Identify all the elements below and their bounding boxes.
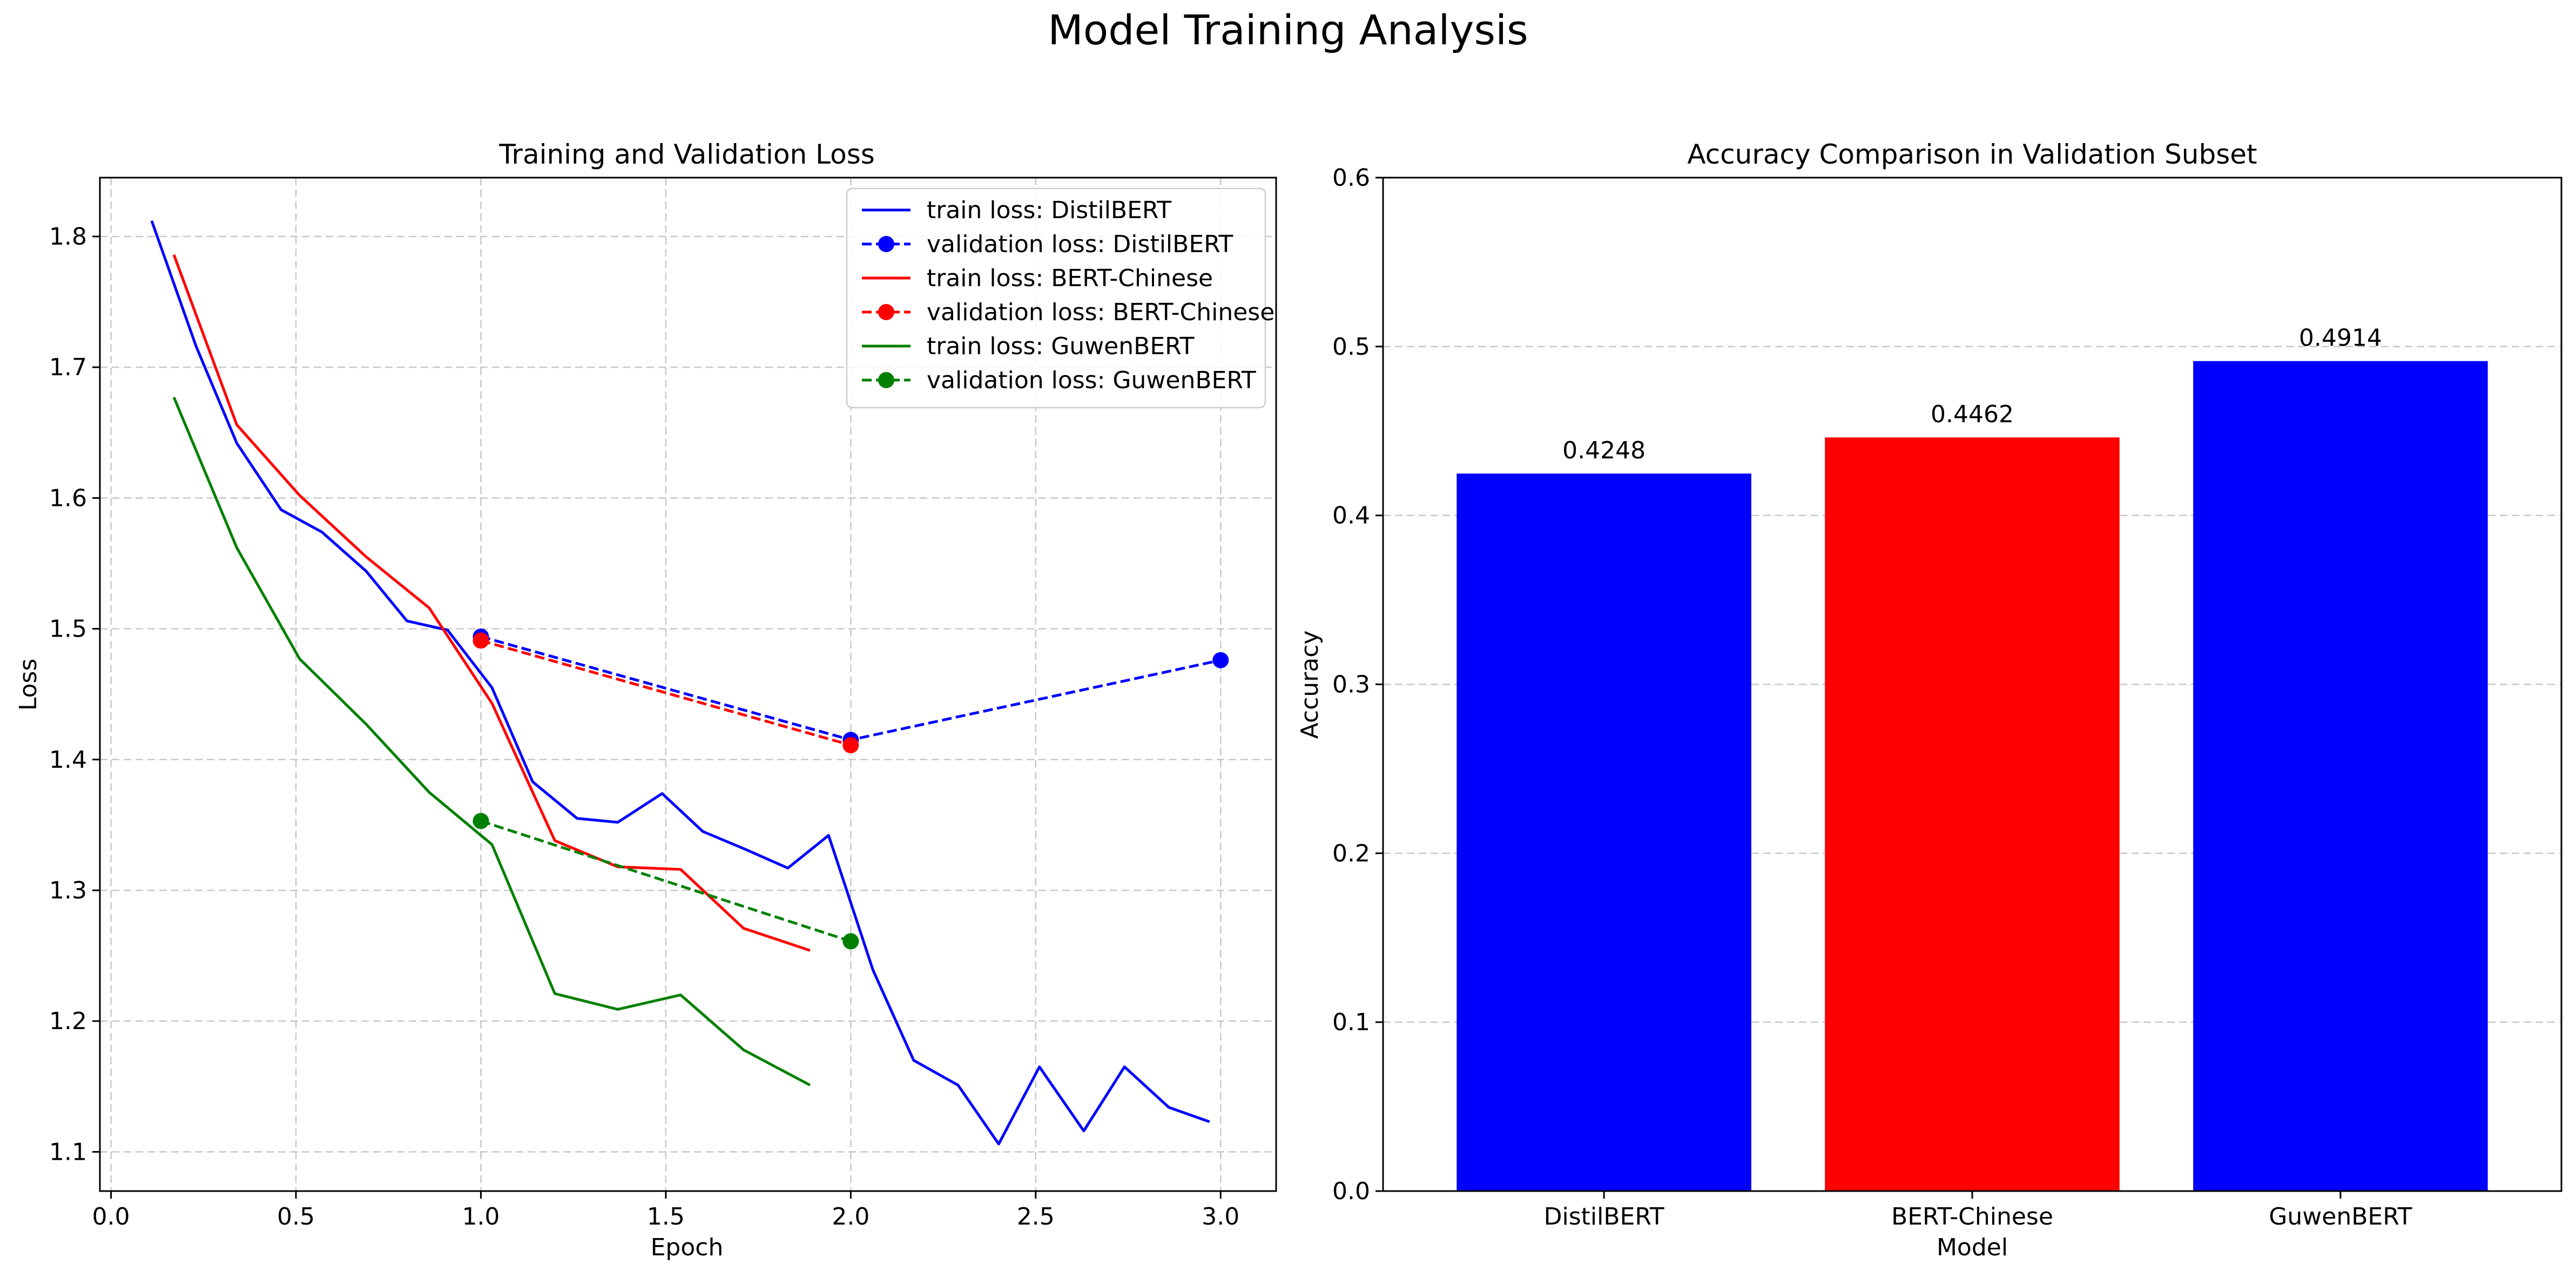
data-point-validation-loss-guwenbert (473, 813, 489, 829)
accuracy-chart-title: Accuracy Comparison in Validation Subset (1687, 139, 2257, 170)
accuracy-y-tick-label: 0.0 (1332, 1178, 1370, 1205)
loss-y-tick-label: 1.3 (49, 877, 87, 904)
series-line-validation-loss-bert-chinese (480, 639, 852, 747)
bar-value-label: 0.4462 (1931, 401, 2014, 428)
data-point-validation-loss-guwenbert (842, 933, 859, 950)
loss-x-tick-label: 2.0 (832, 1203, 869, 1230)
legend-entry-label: validation loss: GuwenBERT (927, 367, 1256, 394)
figure-title: Model Training Analysis (1048, 6, 1528, 54)
loss-x-tick-label: 1.5 (647, 1203, 685, 1230)
data-point-validation-loss-bert-chinese (473, 632, 489, 649)
accuracy-x-axis-ticks: DistilBERT BERT-Chinese GuwenBERT (1544, 1191, 2412, 1230)
loss-x-tick-label: 2.5 (1017, 1203, 1055, 1230)
bar-value-label: 0.4914 (2299, 324, 2382, 352)
loss-y-tick-label: 1.8 (49, 223, 87, 251)
accuracy-x-tick-label: BERT-Chinese (1891, 1203, 2053, 1230)
bar-value-label: 0.4248 (1562, 437, 1646, 464)
loss-y-axis-label: Loss (15, 659, 42, 711)
legend-marker (878, 304, 894, 320)
accuracy-y-tick-label: 0.5 (1332, 333, 1370, 361)
loss-y-tick-label: 1.7 (49, 354, 87, 381)
accuracy-chart: Accuracy Comparison in Validation Subset… (1296, 139, 2562, 1261)
loss-x-axis-ticks: 0.0 0.5 1.0 1.5 2.0 2.5 3.0 (92, 1191, 1239, 1230)
loss-x-tick-label: 3.0 (1202, 1203, 1239, 1230)
loss-x-tick-label: 0.0 (92, 1203, 130, 1230)
accuracy-y-tick-label: 0.2 (1332, 840, 1370, 867)
accuracy-bars: 0.4248 0.4462 0.4914 (1456, 324, 2488, 1191)
accuracy-y-axis-ticks: 0.0 0.1 0.2 0.3 0.4 0.5 0.6 (1332, 164, 1383, 1205)
accuracy-y-axis-label: Accuracy (1296, 631, 1324, 739)
loss-x-tick-label: 1.0 (462, 1203, 500, 1230)
series-line-train-loss-guwenbert (172, 396, 811, 1087)
loss-plot-frame (99, 177, 1277, 1192)
legend-entry-label: train loss: DistilBERT (927, 197, 1171, 224)
legend-entry-label: train loss: GuwenBERT (927, 333, 1194, 360)
loss-y-axis-ticks: 1.1 1.2 1.3 1.4 1.5 1.6 1.7 1.8 (49, 223, 100, 1166)
accuracy-x-tick-label: GuwenBERT (2269, 1203, 2412, 1230)
bar-distilbert (1456, 474, 1751, 1191)
accuracy-x-tick-label: DistilBERT (1544, 1203, 1664, 1230)
legend-entry-label: train loss: BERT-Chinese (927, 265, 1213, 292)
loss-y-tick-label: 1.6 (49, 484, 87, 512)
accuracy-x-axis-label: Model (1937, 1234, 2008, 1261)
bar-bert-chinese (1825, 437, 2120, 1191)
data-point-validation-loss-bert-chinese (842, 737, 859, 754)
legend-marker (878, 236, 894, 252)
loss-y-tick-label: 1.2 (49, 1007, 87, 1035)
accuracy-y-tick-label: 0.1 (1332, 1009, 1370, 1036)
loss-x-tick-label: 0.5 (277, 1203, 315, 1230)
series-line-train-loss-bert-chinese (172, 254, 811, 952)
legend-entry-label: validation loss: DistilBERT (927, 231, 1233, 258)
series-line-validation-loss-guwenbert (480, 820, 852, 943)
loss-y-tick-label: 1.4 (49, 746, 87, 774)
bar-guwenbert (2193, 361, 2488, 1191)
data-point-validation-loss-distilbert (1212, 652, 1229, 668)
loss-y-tick-label: 1.1 (49, 1138, 87, 1166)
legend-entry-label: validation loss: BERT-Chinese (927, 299, 1274, 326)
loss-legend: train loss: DistilBERT validation loss: D… (846, 187, 1274, 409)
legend-box (846, 187, 1266, 409)
loss-x-axis-label: Epoch (651, 1234, 724, 1261)
accuracy-y-tick-label: 0.3 (1332, 671, 1370, 699)
series-line-train-loss-distilbert (150, 220, 1210, 1146)
accuracy-y-tick-label: 0.4 (1332, 502, 1370, 530)
loss-chart: Training and Validation Loss 0.0 0.5 1.0 1.… (15, 139, 1277, 1261)
loss-series-lines (150, 220, 1229, 1146)
legend-marker (878, 372, 894, 388)
loss-y-tick-label: 1.5 (49, 616, 87, 643)
accuracy-y-tick-label: 0.6 (1332, 164, 1370, 192)
loss-chart-title: Training and Validation Loss (498, 139, 875, 170)
